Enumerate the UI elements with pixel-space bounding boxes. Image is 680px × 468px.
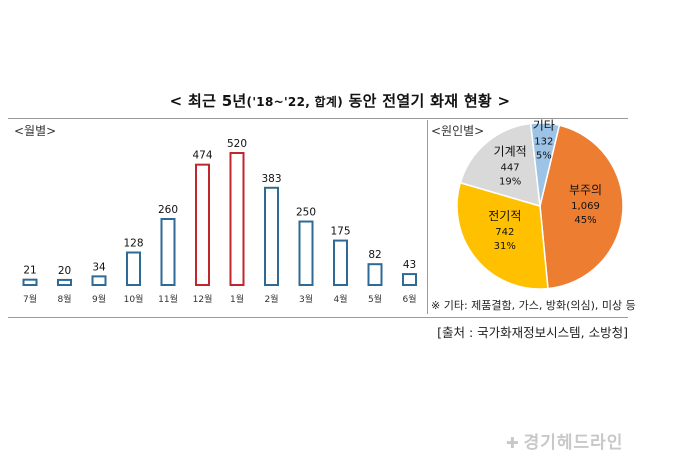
bar-7월 (22, 278, 38, 286)
bar-2월 (264, 186, 279, 286)
pie-label-category: 기계적 (494, 144, 527, 158)
bar-1월 (229, 152, 245, 286)
x-tick-label: 10월 (124, 293, 144, 305)
bar-11월 (160, 218, 176, 286)
x-tick-label: 8월 (57, 293, 71, 305)
x-tick-label: 2월 (264, 293, 278, 305)
bar-value-label: 474 (192, 150, 212, 162)
pie-label-value: 132 (534, 137, 553, 148)
pie-slice-기계적 (459, 122, 541, 208)
bar-value-label: 175 (330, 226, 350, 238)
pie-slice-부주의 (539, 124, 624, 290)
watermark-text: 경기헤드라인 (523, 433, 624, 453)
pie-slice-전기적 (456, 181, 549, 290)
bar-10월 (126, 251, 141, 286)
source-text: [출처 : 국가화재정보시스템, 소방청] (437, 325, 628, 340)
title-range: ('18~'22, 합계) (246, 95, 344, 109)
pie-label-percent: 31% (494, 241, 516, 252)
title-suffix: 동안 전열기 화재 현황 > (343, 92, 511, 110)
bar-value-label: 383 (261, 173, 281, 185)
bar-value-label: 260 (158, 204, 178, 216)
watermark-logo-icon: ✚ (506, 434, 520, 452)
bar-5월 (367, 263, 383, 286)
section-divider (427, 120, 428, 314)
pie-label-percent: 45% (574, 215, 596, 226)
bar-3월 (298, 220, 314, 287)
pie-slice-기타 (529, 122, 561, 207)
x-tick-label: 11월 (158, 293, 178, 305)
x-tick-label: 3월 (299, 293, 313, 305)
bar-9월 (91, 275, 107, 287)
bar-value-label: 34 (92, 261, 106, 273)
bar-value-label: 128 (123, 238, 143, 250)
x-tick-label: 5월 (368, 293, 382, 305)
bar-6월 (402, 273, 417, 287)
pie-label-value: 742 (495, 227, 514, 238)
bar-value-label: 82 (368, 249, 381, 261)
bar-value-label: 43 (403, 259, 416, 271)
x-tick-label: 4월 (333, 293, 347, 305)
bar-4월 (333, 239, 348, 286)
pie-label-value: 1,069 (571, 201, 600, 212)
pie-label-category: 기타 (533, 119, 555, 133)
cause-section-label: <원인별> (431, 124, 485, 138)
x-tick-label: 9월 (92, 293, 106, 305)
x-tick-label: 7월 (23, 293, 37, 305)
bar-value-label: 250 (296, 207, 316, 219)
x-tick-label: 1월 (230, 293, 244, 305)
pie-label-category: 부주의 (569, 183, 602, 197)
x-tick-label: 12월 (193, 293, 213, 305)
bar-value-label: 520 (227, 138, 247, 150)
pie-label-value: 447 (501, 162, 520, 173)
bar-value-label: 21 (23, 265, 36, 277)
watermark: ✚ 경기헤드라인 (506, 428, 623, 453)
chart-frame (8, 118, 628, 318)
pie-label-percent: 5% (536, 151, 552, 162)
bar-12월 (195, 163, 210, 286)
x-tick-label: 6월 (402, 293, 416, 305)
pie-footnote: ※ 기타: 제품결함, 가스, 방화(의심), 미상 등 (431, 299, 636, 312)
bar-value-label: 20 (58, 265, 71, 277)
chart-title: < 최근 5년('18~'22, 합계) 동안 전열기 화재 현황 > (0, 90, 680, 111)
monthly-section-label: <월별> (14, 124, 57, 138)
pie-label-percent: 19% (499, 176, 521, 187)
pie-label-category: 전기적 (488, 209, 521, 223)
title-prefix: < 최근 5년 (169, 92, 247, 110)
bar-8월 (57, 278, 72, 286)
